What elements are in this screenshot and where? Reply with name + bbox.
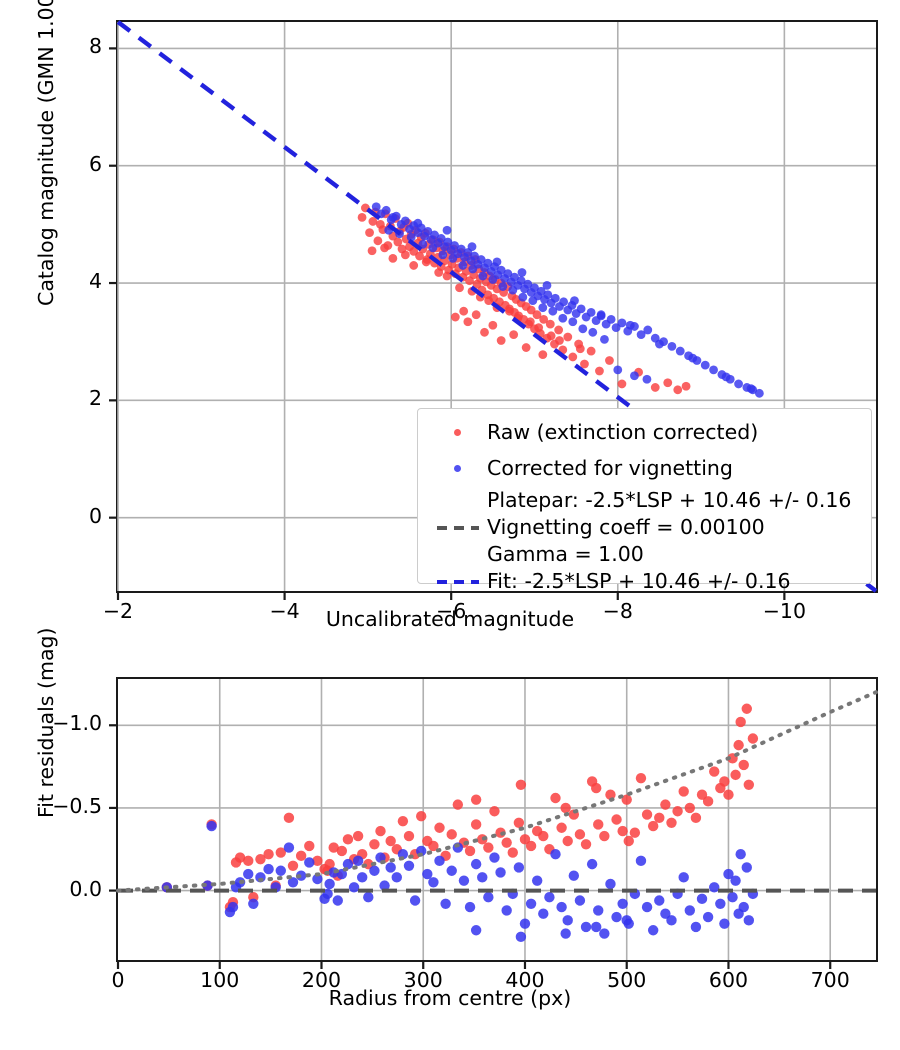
upper-x-axis-label: Uncalibrated magnitude (325, 607, 575, 631)
tick-label: 0.0 (69, 876, 102, 901)
legend-entry-label: Raw (extinction corrected) (487, 420, 759, 444)
legend-marker-dot (454, 465, 461, 472)
lower-plot-canvas (116, 679, 878, 960)
tick-label: −2 (102, 599, 134, 623)
tick-label: 0 (88, 503, 102, 528)
tick-label: −8 (602, 599, 633, 623)
tick-label: 500 (607, 968, 647, 992)
tick-label: 700 (810, 968, 850, 992)
tick-label: 300 (403, 968, 443, 992)
tick-label: 400 (505, 968, 545, 992)
tick-label: 4 (88, 269, 102, 294)
lower-y-axis-label: Fit residuals (mag) (34, 627, 58, 818)
legend-entry-label: Corrected for vignetting (487, 456, 733, 480)
tick-label: −0.5 (52, 793, 102, 818)
tick-label: 2 (88, 386, 102, 411)
legend-entry-label: Gamma = 1.00 (487, 542, 644, 566)
tick-label: 600 (708, 968, 749, 992)
legend-entry-label: Vignetting coeff = 0.00100 (487, 515, 765, 539)
legend-marker-dashed-line (437, 526, 479, 530)
tick-label: −4 (269, 599, 300, 623)
tick-label: −6 (436, 599, 467, 623)
legend-marker-dot (454, 429, 461, 436)
legend-entry-label: Platepar: -2.5*LSP + 10.46 +/- 0.16 (487, 488, 852, 512)
lower-x-axis-label: Radius from centre (px) (328, 986, 572, 1010)
lower-plot-axes (116, 677, 878, 962)
upper-y-axis-label: Catalog magnitude (GMN 1.00G) (34, 0, 58, 306)
legend-entry-label: Fit: -2.5*LSP + 10.46 +/- 0.16 (487, 569, 791, 593)
upper-plot-legend: Raw (extinction corrected) Corrected for … (417, 408, 872, 593)
legend-marker-dashed-line (437, 580, 479, 584)
tick-label: 6 (88, 151, 102, 176)
upper-plot-canvas (116, 20, 878, 593)
tick-label: −1.0 (52, 711, 102, 736)
tick-label: 100 (200, 968, 240, 992)
tick-label: 200 (301, 968, 342, 992)
tick-label: −10 (762, 599, 806, 623)
tick-label: 8 (88, 34, 102, 59)
tick-label: 0 (111, 968, 125, 992)
